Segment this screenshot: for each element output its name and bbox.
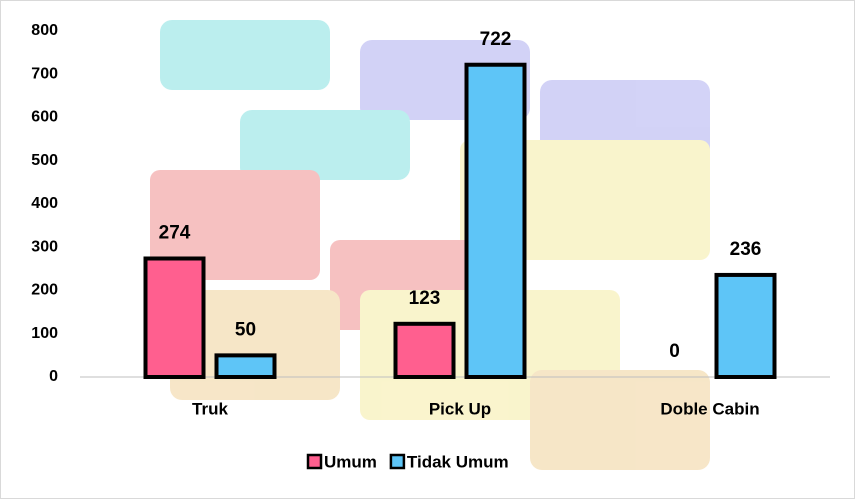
y-tick-label: 700: [31, 65, 58, 82]
y-tick-label: 200: [31, 282, 58, 299]
x-tick-label: Truk: [192, 399, 228, 418]
value-label: 236: [730, 239, 762, 260]
y-tick-label: 100: [31, 325, 58, 342]
value-label: 274: [159, 223, 191, 244]
bar: [393, 321, 456, 379]
value-label: 123: [409, 288, 441, 309]
y-tick-label: 0: [49, 368, 58, 385]
y-tick-label: 800: [31, 22, 58, 39]
bar: [143, 256, 206, 379]
y-tick-label: 500: [31, 152, 58, 169]
value-label: 722: [480, 29, 512, 50]
legend-swatch: [389, 453, 406, 470]
bar: [464, 62, 527, 380]
value-label: 50: [235, 319, 256, 340]
legend-label: Umum: [324, 452, 377, 471]
y-tick-label: 600: [31, 109, 58, 126]
x-tick-label: Pick Up: [429, 399, 491, 418]
value-label: 0: [669, 341, 680, 362]
bar: [214, 353, 277, 379]
legend-label: Tidak Umum: [407, 452, 509, 471]
legend-swatch: [306, 453, 323, 470]
bar: [714, 272, 777, 379]
x-tick-label: Doble Cabin: [660, 399, 759, 418]
y-tick-label: 400: [31, 195, 58, 212]
y-tick-label: 300: [31, 238, 58, 255]
